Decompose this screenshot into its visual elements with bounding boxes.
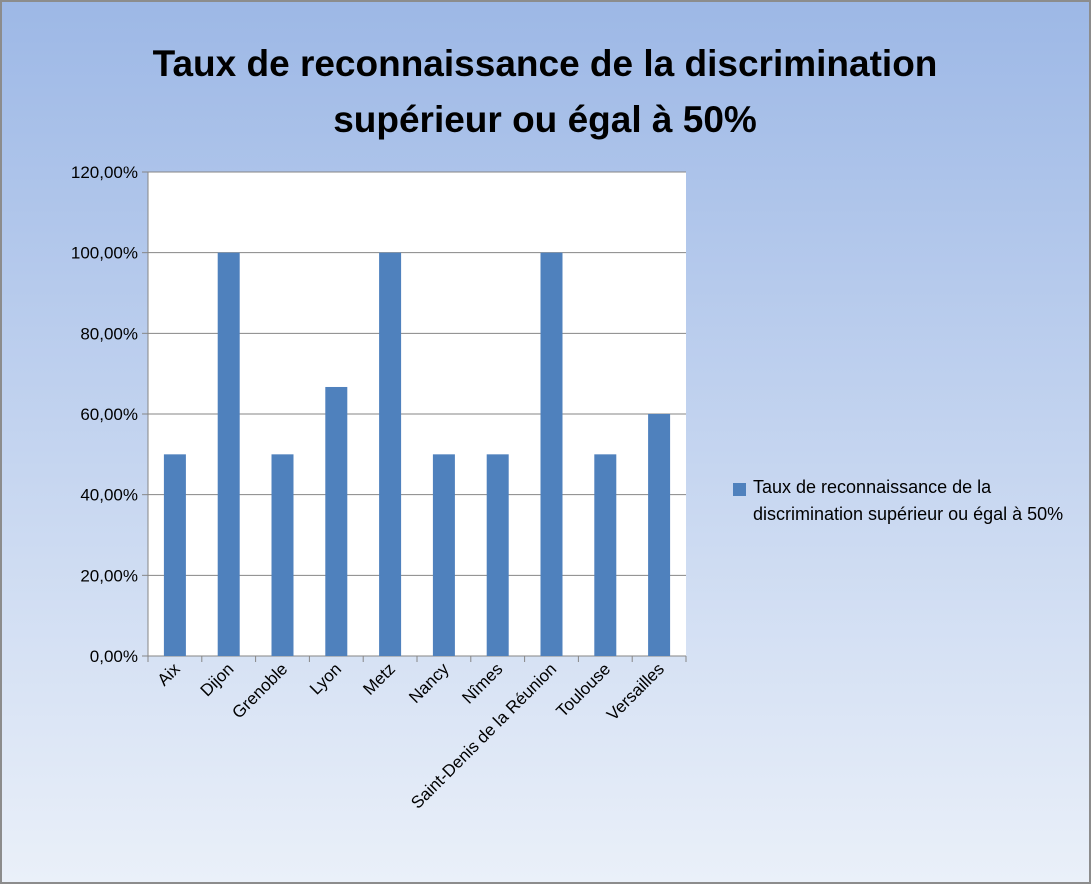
y-tick-label: 40,00%	[80, 486, 138, 505]
legend-swatch	[733, 483, 746, 496]
y-tick-label: 80,00%	[80, 324, 138, 343]
bar	[594, 454, 617, 656]
y-tick-label: 60,00%	[80, 405, 138, 424]
bar	[217, 252, 240, 656]
bar	[486, 454, 509, 656]
y-tick-label: 100,00%	[71, 244, 138, 263]
bar	[648, 414, 671, 656]
bar	[432, 454, 455, 656]
bar	[163, 454, 186, 656]
bar	[540, 252, 563, 656]
y-tick-label: 0,00%	[90, 647, 138, 666]
legend-label: Taux de reconnaissance de la discriminat…	[753, 477, 1064, 524]
y-tick-label: 120,00%	[71, 163, 138, 182]
chart-title: Taux de reconnaissance de la discriminat…	[152, 43, 938, 140]
y-tick-label: 20,00%	[80, 566, 138, 585]
bar	[271, 454, 294, 656]
bar	[325, 386, 348, 656]
bar	[379, 252, 402, 656]
